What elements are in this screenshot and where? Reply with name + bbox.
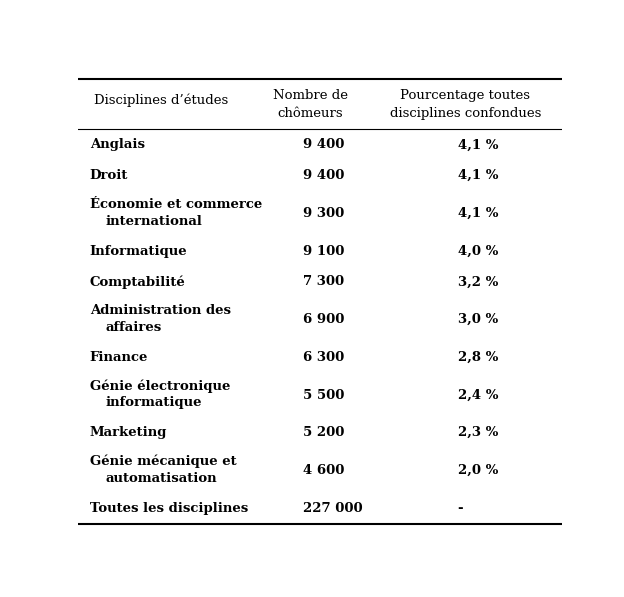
- Text: chômeurs: chômeurs: [278, 107, 343, 120]
- Text: Administration des: Administration des: [90, 304, 231, 317]
- Text: Pourcentage toutes: Pourcentage toutes: [401, 88, 530, 101]
- Text: 2,0 %: 2,0 %: [458, 464, 498, 477]
- Text: disciplines confondues: disciplines confondues: [390, 107, 541, 120]
- Text: Droit: Droit: [90, 169, 128, 182]
- Text: Marketing: Marketing: [90, 426, 167, 439]
- Text: 3,0 %: 3,0 %: [458, 313, 498, 326]
- Text: 5 200: 5 200: [303, 426, 344, 439]
- Text: Génie électronique: Génie électronique: [90, 379, 230, 393]
- Text: 2,8 %: 2,8 %: [458, 351, 498, 364]
- Text: 6 900: 6 900: [303, 313, 344, 326]
- Text: -: -: [458, 501, 464, 515]
- Text: Nombre de: Nombre de: [273, 88, 348, 101]
- Text: 2,4 %: 2,4 %: [458, 389, 498, 402]
- Text: Économie et commerce: Économie et commerce: [90, 198, 262, 211]
- Text: Comptabilité: Comptabilité: [90, 275, 185, 288]
- Text: 4,0 %: 4,0 %: [458, 245, 498, 257]
- Text: 6 300: 6 300: [303, 351, 344, 364]
- Text: 4 600: 4 600: [303, 464, 344, 477]
- Text: 7 300: 7 300: [303, 275, 344, 288]
- Text: Toutes les disciplines: Toutes les disciplines: [90, 501, 248, 515]
- Text: Finance: Finance: [90, 351, 148, 364]
- Text: affaires: affaires: [105, 321, 162, 334]
- Text: 4,1 %: 4,1 %: [458, 207, 498, 220]
- Text: Informatique: Informatique: [90, 245, 187, 257]
- Text: Anglais: Anglais: [90, 139, 145, 151]
- Text: 9 400: 9 400: [303, 169, 344, 182]
- Text: Génie mécanique et: Génie mécanique et: [90, 454, 236, 468]
- Text: 4,1 %: 4,1 %: [458, 169, 498, 182]
- Text: 5 500: 5 500: [303, 389, 344, 402]
- Text: automatisation: automatisation: [105, 472, 217, 485]
- Text: international: international: [105, 214, 202, 227]
- Text: Disciplines d’études: Disciplines d’études: [94, 94, 228, 107]
- Text: 2,3 %: 2,3 %: [458, 426, 498, 439]
- Text: 9 400: 9 400: [303, 139, 344, 151]
- Text: 9 100: 9 100: [303, 245, 344, 257]
- Text: 3,2 %: 3,2 %: [458, 275, 498, 288]
- Text: 9 300: 9 300: [303, 207, 344, 220]
- Text: 227 000: 227 000: [303, 501, 363, 515]
- Text: 4,1 %: 4,1 %: [458, 139, 498, 151]
- Text: informatique: informatique: [105, 396, 202, 409]
